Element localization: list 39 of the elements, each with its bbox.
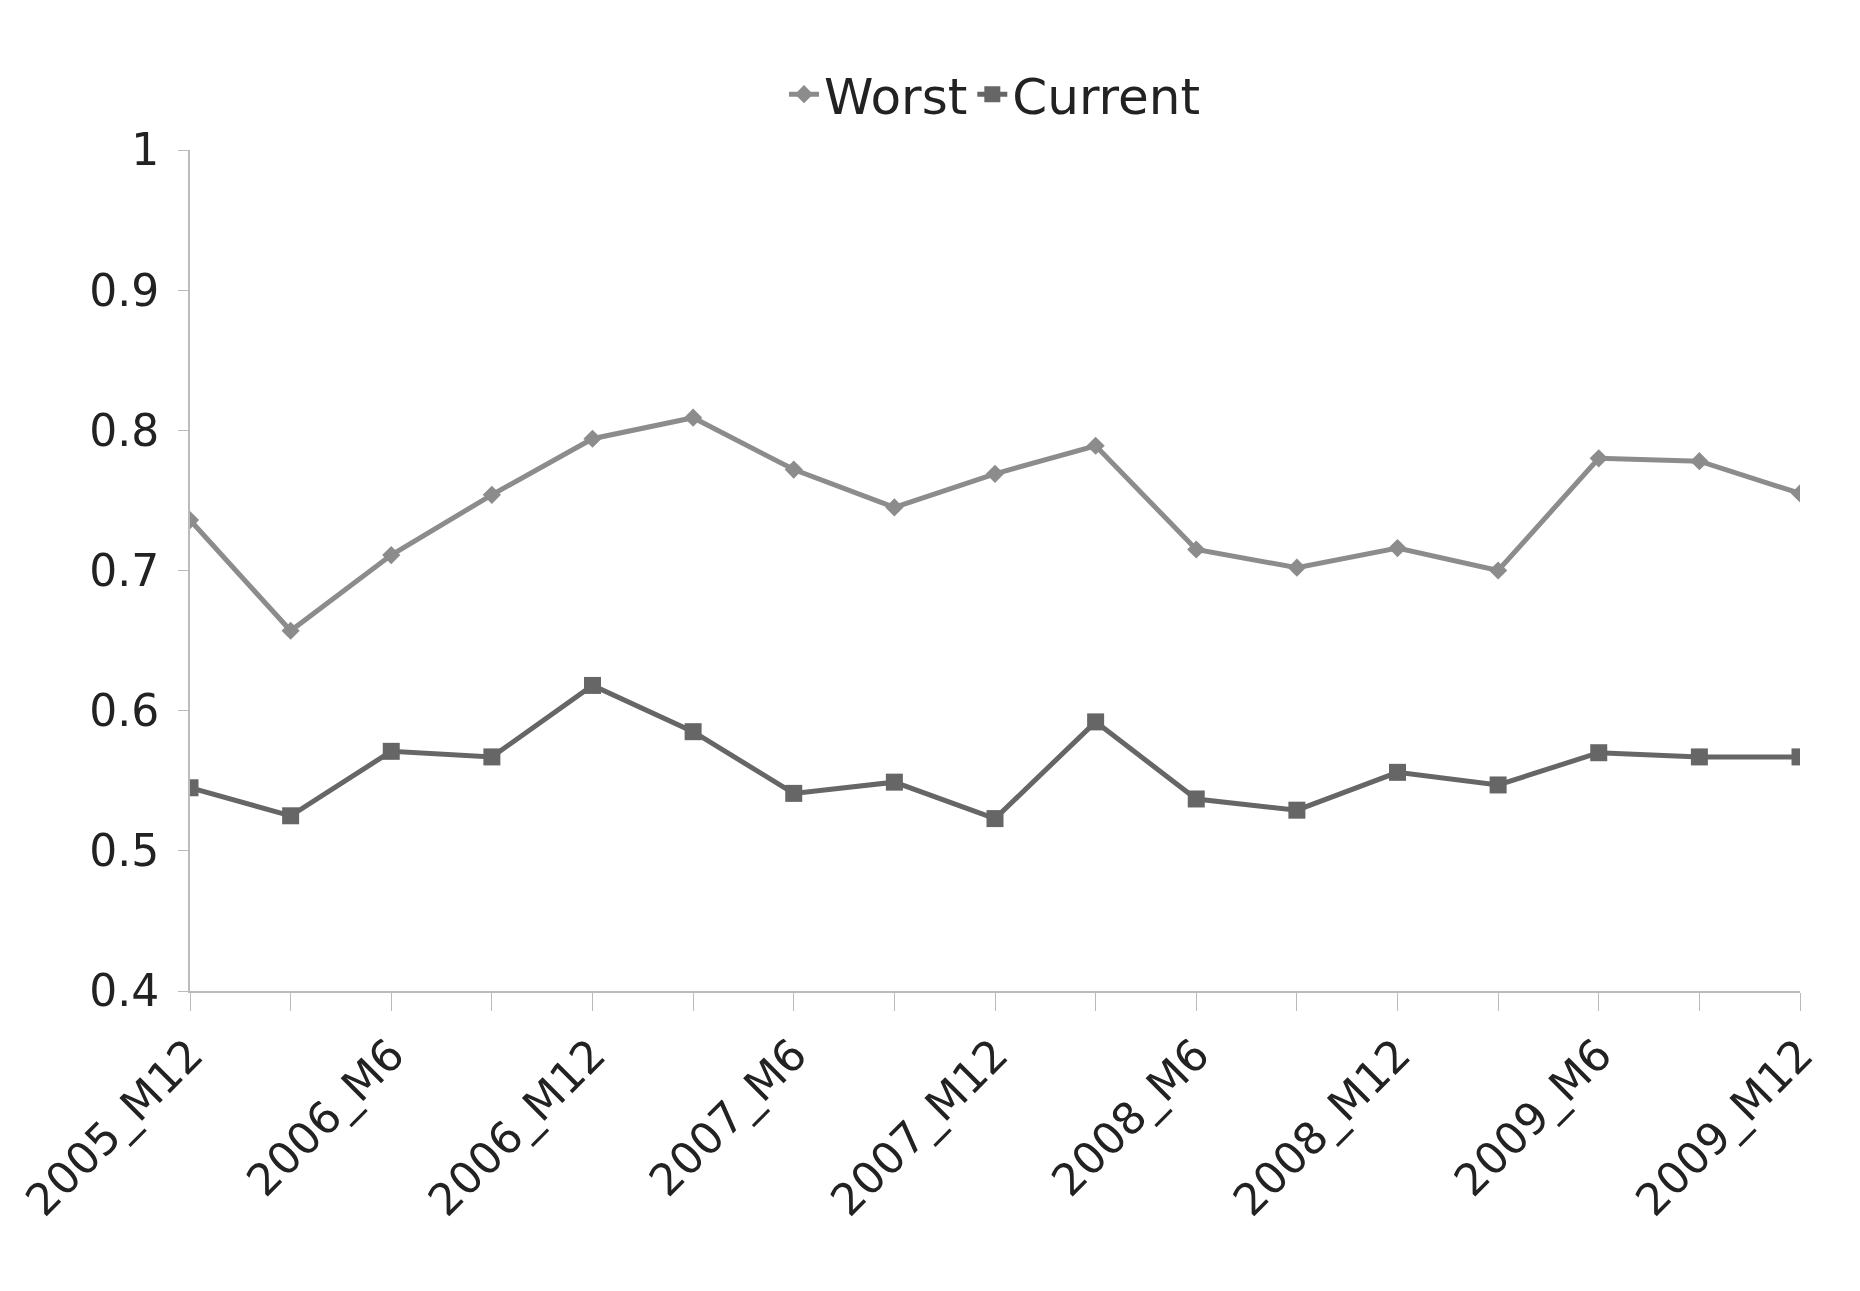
point — [1690, 748, 1708, 766]
y-tick-label: 0.4 — [89, 965, 160, 1017]
point — [1388, 538, 1407, 558]
point — [684, 723, 702, 741]
point — [281, 621, 300, 640]
point — [282, 807, 300, 825]
y-tick-label: 0.9 — [89, 264, 160, 316]
y-tick-label: 0.7 — [89, 544, 160, 596]
legend-label: Worst — [824, 67, 968, 126]
point — [583, 429, 602, 448]
point — [584, 676, 601, 694]
point — [1489, 561, 1508, 580]
point — [1086, 436, 1105, 455]
point — [1187, 540, 1206, 559]
point — [785, 784, 803, 802]
point — [1287, 558, 1306, 577]
y-tick-label: 0.6 — [89, 685, 160, 737]
point — [382, 742, 400, 760]
point — [1087, 713, 1105, 731]
point — [684, 408, 703, 427]
point — [482, 485, 501, 504]
point — [885, 498, 904, 517]
point — [1589, 449, 1608, 468]
y-tick-label: 1 — [131, 124, 160, 176]
y-tick-label: 0.8 — [89, 404, 160, 456]
point — [986, 810, 1004, 828]
point — [1389, 763, 1406, 781]
point — [1489, 776, 1507, 794]
point — [483, 748, 501, 766]
point — [784, 460, 803, 479]
point — [885, 773, 903, 791]
point — [382, 545, 401, 565]
point — [1187, 790, 1205, 808]
point — [1690, 452, 1709, 471]
point — [985, 464, 1005, 483]
y-tick-label: 0.5 — [89, 825, 160, 877]
legend-label: Current — [1012, 67, 1201, 126]
point — [1288, 801, 1306, 819]
point — [1590, 744, 1608, 762]
